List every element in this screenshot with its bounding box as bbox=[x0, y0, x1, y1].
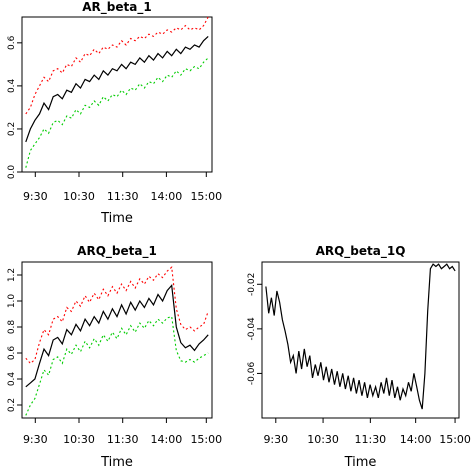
series-line-lower bbox=[25, 315, 209, 416]
x-tick-label: 10:30 bbox=[307, 433, 339, 446]
y-tick-label: 0.8 bbox=[7, 320, 17, 335]
y-tick-label: 0.6 bbox=[7, 346, 17, 361]
x-axis-label: Time bbox=[344, 455, 377, 470]
x-tick-label: 14:00 bbox=[151, 433, 183, 446]
x-tick-label: 9:30 bbox=[263, 433, 288, 446]
x-tick-label: 9:30 bbox=[23, 190, 48, 203]
y-tick-label: -0.02 bbox=[247, 273, 257, 296]
y-tick-label: 0.4 bbox=[7, 372, 17, 387]
y-tick-label: 1.0 bbox=[7, 294, 17, 309]
y-tick-label: 1.2 bbox=[7, 268, 17, 282]
x-tick-label: 10:30 bbox=[63, 433, 95, 446]
x-axis-label: Time bbox=[100, 455, 133, 470]
x-tick-label: 15:00 bbox=[190, 190, 222, 203]
y-tick-label: 0.4 bbox=[7, 78, 17, 93]
x-tick-label: 10:30 bbox=[63, 190, 95, 203]
y-tick-label: -0.06 bbox=[247, 362, 257, 386]
series-line-estimate bbox=[25, 283, 209, 388]
chart-title: AR_beta_1 bbox=[82, 0, 151, 15]
y-tick-label: 0.0 bbox=[7, 165, 17, 180]
plot-frame bbox=[21, 261, 213, 419]
x-tick-label: 11:30 bbox=[107, 190, 139, 203]
chart-title: ARQ_beta_1Q bbox=[316, 244, 406, 259]
y-tick-label: 0.2 bbox=[7, 122, 17, 136]
x-tick-label: 11:30 bbox=[107, 433, 139, 446]
x-tick-label: 15:00 bbox=[439, 433, 471, 446]
series-line-lower bbox=[25, 57, 209, 168]
plot-frame bbox=[21, 16, 213, 173]
x-tick-label: 14:00 bbox=[151, 190, 183, 203]
x-tick-label: 14:00 bbox=[400, 433, 432, 446]
series-line-upper bbox=[25, 266, 209, 365]
series-line-estimate bbox=[25, 35, 209, 143]
chart-title: ARQ_beta_1 bbox=[77, 244, 157, 259]
x-tick-label: 9:30 bbox=[23, 433, 48, 446]
y-tick-label: -0.04 bbox=[247, 317, 257, 341]
x-axis-label: Time bbox=[100, 211, 133, 226]
x-tick-label: 15:00 bbox=[190, 433, 222, 446]
x-tick-label: 11:30 bbox=[354, 433, 386, 446]
plot-frame bbox=[261, 261, 460, 419]
y-tick-label: 0.6 bbox=[7, 35, 17, 50]
y-tick-label: 0.2 bbox=[7, 398, 17, 412]
series-line-estimate bbox=[265, 263, 456, 410]
series-line-upper bbox=[25, 16, 209, 115]
